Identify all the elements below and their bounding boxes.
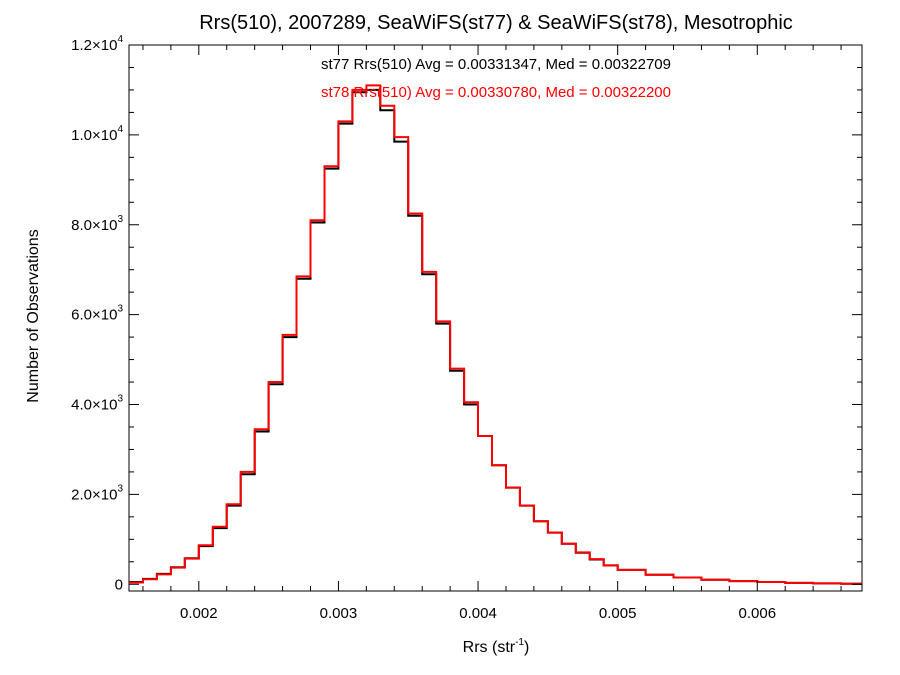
y-axis-label: Number of Observations [25, 229, 42, 402]
series-layer [129, 84, 862, 585]
y-tick-mantissa: 1.2×10 [71, 37, 117, 54]
y-tick-mantissa: 2.0×10 [71, 486, 117, 503]
x-tick-label: 0.005 [599, 605, 637, 622]
ticks-layer: 0.002 0.003 0.004 0.005 0.00602.0×1034.0×103… [71, 34, 862, 622]
y-tick-exponent: 4 [117, 34, 123, 45]
y-tick-exponent: 3 [117, 214, 123, 225]
x-axis-label-close: ) [524, 639, 529, 656]
plot-frame [128, 44, 863, 592]
y-tick-mantissa: 8.0×10 [71, 217, 117, 234]
annotation-st78: st78 Rrs(510) Avg = 0.00330780, Med = 0.… [321, 84, 671, 101]
x-axis-label-superscript: -1 [515, 637, 524, 648]
annotation-st77: st77 Rrs(510) Avg = 0.00331347, Med = 0.… [321, 56, 671, 73]
y-tick-exponent: 3 [117, 483, 123, 494]
y-tick-mantissa: 0 [115, 576, 123, 593]
y-tick-label: 1.2×104 [71, 34, 123, 54]
x-tick-label: 0.002 [180, 605, 218, 622]
x-axis-label-text: Rrs (str [463, 639, 516, 656]
x-axis-label: Rrs (str-1) [463, 637, 530, 656]
y-tick-mantissa: 4.0×10 [71, 397, 117, 414]
y-tick-label: 8.0×103 [71, 214, 123, 234]
y-tick-label: 1.0×104 [71, 124, 123, 144]
x-tick-label: 0.003 [320, 605, 358, 622]
y-tick-exponent: 4 [117, 124, 123, 135]
y-tick-mantissa: 6.0×10 [71, 307, 117, 324]
series-st77-line [129, 88, 862, 585]
y-tick-label: 4.0×103 [71, 394, 123, 414]
series-st78-line [129, 84, 862, 585]
chart-title: Rrs(510), 2007289, SeaWiFS(st77) & SeaWi… [199, 12, 793, 34]
x-tick-label: 0.004 [459, 605, 497, 622]
y-tick-exponent: 3 [117, 304, 123, 315]
y-tick-label: 2.0×103 [71, 483, 123, 503]
x-tick-label: 0.006 [739, 605, 777, 622]
y-tick-label: 6.0×103 [71, 304, 123, 324]
y-tick-exponent: 3 [117, 394, 123, 405]
y-tick-mantissa: 1.0×10 [71, 127, 117, 144]
y-tick-label: 0 [115, 576, 123, 593]
